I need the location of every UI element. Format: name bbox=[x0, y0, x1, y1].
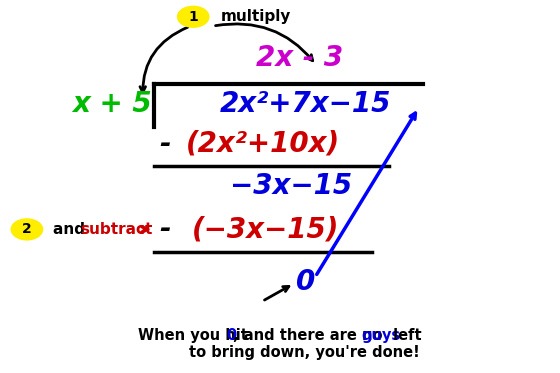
Text: , and there are no: , and there are no bbox=[232, 328, 388, 343]
Text: 0: 0 bbox=[296, 267, 315, 296]
Text: When you hit: When you hit bbox=[138, 328, 253, 343]
Text: x + 5: x + 5 bbox=[72, 90, 152, 119]
Text: guys: guys bbox=[361, 328, 400, 343]
Text: 2: 2 bbox=[22, 222, 32, 236]
Text: multiply: multiply bbox=[221, 9, 292, 24]
Text: left: left bbox=[388, 328, 422, 343]
Text: subtract: subtract bbox=[80, 222, 152, 237]
Text: 0: 0 bbox=[226, 328, 236, 343]
Text: (2x²+10x): (2x²+10x) bbox=[186, 129, 340, 158]
Text: and: and bbox=[53, 222, 91, 237]
Text: to bring down, you're done!: to bring down, you're done! bbox=[189, 345, 419, 360]
Text: 2x - 3: 2x - 3 bbox=[256, 44, 343, 72]
Text: (−3x−15): (−3x−15) bbox=[192, 215, 340, 244]
Text: -: - bbox=[160, 129, 171, 158]
Circle shape bbox=[178, 6, 209, 27]
Text: −3x−15: −3x−15 bbox=[230, 172, 352, 201]
Text: 1: 1 bbox=[188, 10, 198, 24]
Circle shape bbox=[11, 219, 43, 240]
Text: -: - bbox=[160, 215, 171, 244]
Text: 2x²+7x−15: 2x²+7x−15 bbox=[220, 90, 391, 119]
